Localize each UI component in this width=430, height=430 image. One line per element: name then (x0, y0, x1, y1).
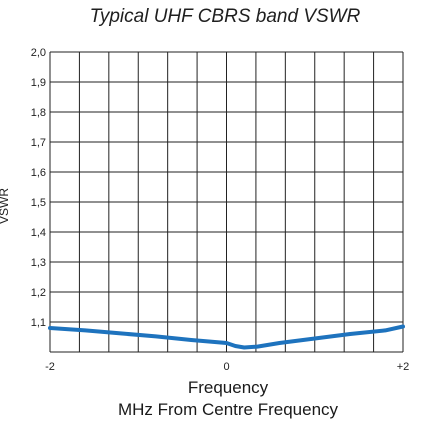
y-tick-label: 1,8 (31, 107, 46, 119)
chart-series (48, 324, 405, 350)
y-tick-label: 1,9 (31, 77, 46, 89)
y-tick-label: 2,0 (31, 47, 46, 59)
y-tick-label: 1,4 (31, 227, 46, 239)
y-axis-ticks: 2,0 1,9 1,8 1,7 1,6 1,5 1,4 1,3 1,2 1,1 (31, 47, 46, 329)
x-axis-label: Frequency (188, 378, 269, 397)
y-tick-label: 1,7 (31, 137, 46, 149)
x-axis-sublabel: MHz From Centre Frequency (118, 400, 339, 419)
y-tick-label: 1,1 (31, 317, 46, 329)
chart-title: Typical UHF CBRS band VSWR (90, 6, 361, 27)
y-tick-label: 1,2 (31, 287, 46, 299)
x-axis-ticks: -2 0 +2 (45, 361, 409, 373)
x-tick-label: -2 (45, 361, 55, 373)
y-axis-label: VSWR (0, 188, 11, 224)
vswr-series-line (48, 324, 405, 350)
y-tick-label: 1,5 (31, 197, 46, 209)
y-tick-label: 1,6 (31, 167, 46, 179)
x-tick-label: +2 (397, 361, 410, 373)
x-tick-label: 0 (223, 361, 229, 373)
chart-grid (49, 51, 404, 353)
y-tick-label: 1,3 (31, 257, 46, 269)
